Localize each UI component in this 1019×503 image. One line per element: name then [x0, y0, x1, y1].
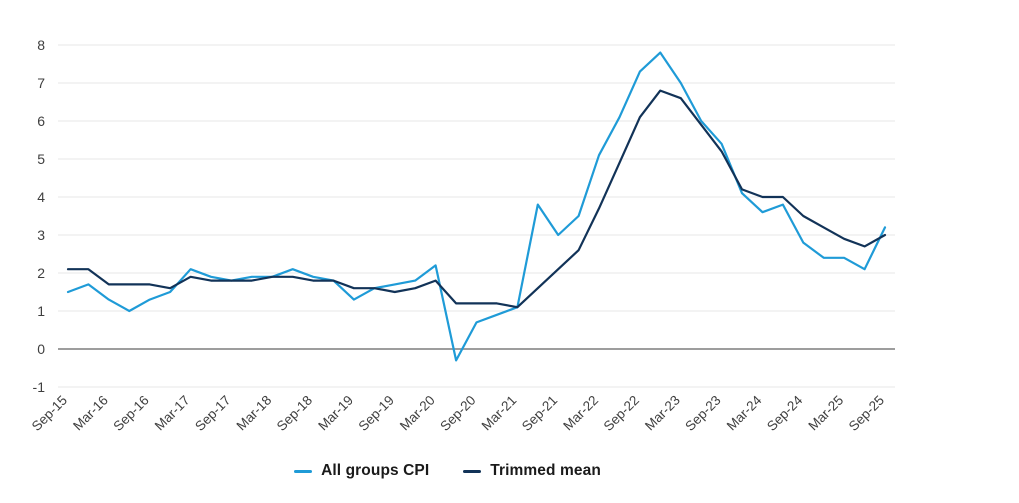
x-tick-label: Mar-16 — [70, 393, 111, 434]
series-line-all-groups-cpi — [66, 51, 887, 362]
legend-item-trimmed-mean[interactable]: Trimmed mean — [463, 462, 601, 480]
x-tick-label: Sep-22 — [601, 393, 642, 434]
x-tick-label: Sep-25 — [846, 393, 887, 434]
y-tick-label: 2 — [37, 265, 45, 281]
x-tick-label: Mar-18 — [234, 393, 275, 434]
x-tick-label: Sep-21 — [519, 393, 560, 434]
y-tick-label: 6 — [37, 113, 45, 129]
x-tick-label: Sep-19 — [356, 393, 397, 434]
y-tick-label: 1 — [37, 303, 45, 319]
legend-line-swatch-all-groups-cpi — [294, 469, 313, 473]
y-axis-labels: -1 0 1 2 3 4 5 6 7 8 — [33, 37, 46, 395]
x-tick-label: Mar-23 — [642, 393, 683, 434]
x-axis-labels: Sep-15 Mar-16 Sep-16 Mar-17 Sep-17 Mar-18 Sep-… — [29, 392, 887, 434]
x-tick-label: Mar-22 — [560, 393, 601, 434]
x-tick-label: Sep-20 — [437, 393, 478, 434]
legend-item-all-groups-cpi[interactable]: All groups CPI — [294, 462, 429, 480]
legend-label-trimmed-mean: Trimmed mean — [490, 462, 601, 479]
x-tick-label: Sep-18 — [274, 393, 315, 434]
series-line-trimmed-mean — [66, 89, 887, 309]
legend-label-all-groups-cpi: All groups CPI — [321, 462, 430, 479]
x-tick-label: Mar-20 — [397, 393, 438, 434]
y-tick-label: 5 — [37, 151, 45, 167]
y-tick-label: 7 — [37, 75, 45, 91]
y-tick-label: -1 — [33, 379, 46, 395]
x-tick-label: Sep-16 — [110, 393, 151, 434]
y-tick-label: 3 — [37, 227, 45, 243]
x-tick-label: Sep-15 — [29, 393, 70, 434]
x-tick-label: Mar-17 — [152, 393, 193, 434]
x-tick-label: Mar-24 — [724, 392, 765, 433]
y-tick-label: 4 — [37, 189, 45, 205]
x-tick-label: Sep-24 — [764, 392, 806, 434]
chart-legend: All groups CPI Trimmed mean — [0, 462, 895, 480]
y-tick-label: 8 — [37, 37, 45, 53]
x-tick-label: Mar-19 — [315, 393, 356, 434]
x-tick-label: Sep-23 — [682, 393, 723, 434]
x-tick-label: Mar-25 — [805, 393, 846, 434]
gridlines — [58, 44, 895, 388]
y-tick-label: 0 — [37, 341, 45, 357]
x-tick-label: Sep-17 — [192, 393, 233, 434]
x-tick-label: Mar-21 — [479, 393, 520, 434]
legend-line-swatch-trimmed-mean — [463, 469, 482, 473]
